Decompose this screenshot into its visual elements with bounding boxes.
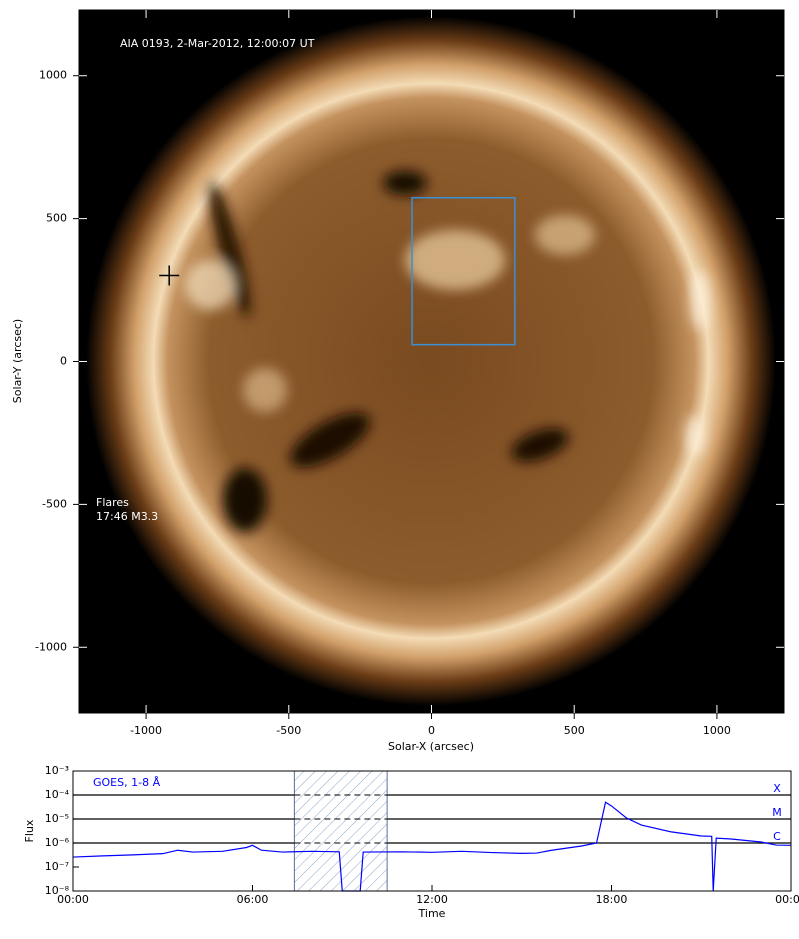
sun-image <box>79 10 784 713</box>
flare-label: Flares <box>96 496 129 509</box>
x-tick-label: -500 <box>276 724 301 737</box>
y-tick-label: 10⁻⁶ <box>45 836 70 849</box>
x-tick-label: 1000 <box>703 724 731 737</box>
x-tick-label: -1000 <box>130 724 162 737</box>
y-tick-label: 10⁻⁸ <box>45 884 70 897</box>
class-label: C <box>773 830 781 843</box>
flux-line <box>72 801 792 892</box>
x-tick-label: 500 <box>564 724 585 737</box>
y-tick-label: 10⁻⁷ <box>45 860 69 873</box>
y-axis-label: Flux <box>23 819 36 842</box>
flare-marker <box>159 265 180 286</box>
x-tick-label: 0 <box>428 724 435 737</box>
x-axis-label: Time <box>418 907 446 920</box>
plot-frame <box>72 770 792 892</box>
y-axis-label: Solar-Y (arcsec) <box>11 319 24 403</box>
x-tick-label: 18:00 <box>596 893 628 906</box>
image-annotation: AIA 0193, 2-Mar-2012, 12:00:07 UT <box>120 37 315 50</box>
class-label: X <box>773 782 781 795</box>
y-tick-label: 10⁻⁴ <box>45 788 70 801</box>
y-tick-label: 10⁻⁵ <box>45 812 69 825</box>
x-axis-label: Solar-X (arcsec) <box>388 740 474 753</box>
x-tick-label: 12:00 <box>416 893 448 906</box>
x-tick-label: 00:00 <box>57 893 89 906</box>
y-tick-label: 500 <box>46 212 67 225</box>
y-tick-label: 10⁻³ <box>45 764 69 777</box>
y-tick-label: 1000 <box>39 69 67 82</box>
class-label: M <box>772 806 782 819</box>
region-box <box>411 197 516 346</box>
y-tick-label: 0 <box>60 355 67 368</box>
goes-annotation: GOES, 1-8 Å <box>93 776 161 789</box>
y-tick-label: -1000 <box>35 640 67 653</box>
x-tick-label: 00:00 <box>775 893 799 906</box>
y-tick-label: -500 <box>42 497 67 510</box>
flare-entry: 17:46 M3.3 <box>96 510 158 523</box>
x-tick-label: 06:00 <box>237 893 269 906</box>
